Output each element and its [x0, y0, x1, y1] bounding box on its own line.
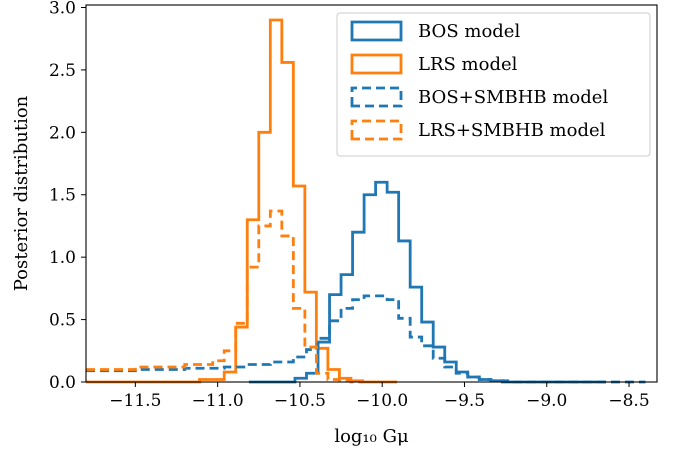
- x-tick-label: −9.0: [526, 391, 567, 411]
- x-tick-label: −10.5: [274, 391, 326, 411]
- legend-box: [336, 12, 651, 157]
- series-line-4: [86, 209, 363, 384]
- y-tick-label: 2.5: [49, 61, 76, 81]
- legend-label: BOS+SMBHB model: [418, 87, 608, 108]
- legend: BOS model LRS model BOS+SMBHB model LRS+SMB…: [336, 12, 651, 157]
- y-tick-label: 2.0: [49, 123, 76, 143]
- legend-label: BOS model: [418, 21, 520, 42]
- legend-label: LRS model: [418, 54, 518, 75]
- legend-entry-1: BOS model: [350, 20, 520, 42]
- series-line-1: [248, 180, 606, 384]
- x-tick-label: −11.0: [192, 391, 244, 411]
- legend-swatch: [350, 86, 403, 108]
- y-tick-label: 1.5: [49, 186, 76, 206]
- y-tick-label: 0.0: [49, 373, 76, 393]
- x-tick-label: −10.0: [356, 391, 408, 411]
- x-tick-label: −11.5: [109, 391, 161, 411]
- x-tick-label: −9.5: [444, 391, 485, 411]
- legend-swatch: [350, 20, 403, 42]
- x-axis-label: log₁₀ Gμ: [334, 426, 409, 447]
- plot-frame: [85, 4, 658, 383]
- y-axis-label: Posterior distribution: [11, 95, 32, 291]
- x-tick-label: −8.5: [608, 391, 649, 411]
- legend-entry-4: LRS+SMBHB model: [350, 119, 606, 141]
- y-tick-label: 0.5: [49, 311, 76, 331]
- legend-swatch: [350, 53, 403, 75]
- y-tick-label: 3.0: [49, 0, 76, 18]
- legend-entry-3: BOS+SMBHB model: [350, 86, 608, 108]
- y-tick-label: 1.0: [49, 248, 76, 268]
- series-line-3: [86, 294, 646, 384]
- legend-entry-2: LRS model: [350, 53, 518, 75]
- ticks-layer: −11.5 −11.0 −10.5 −10.0 −9.5 −9.0 −8.5 0.0 0.5 1.…: [49, 0, 650, 411]
- legend-swatch: [350, 119, 403, 141]
- legend-items: BOS model LRS model BOS+SMBHB model LRS+SMB…: [350, 20, 608, 141]
- legend-label: LRS+SMBHB model: [418, 120, 606, 141]
